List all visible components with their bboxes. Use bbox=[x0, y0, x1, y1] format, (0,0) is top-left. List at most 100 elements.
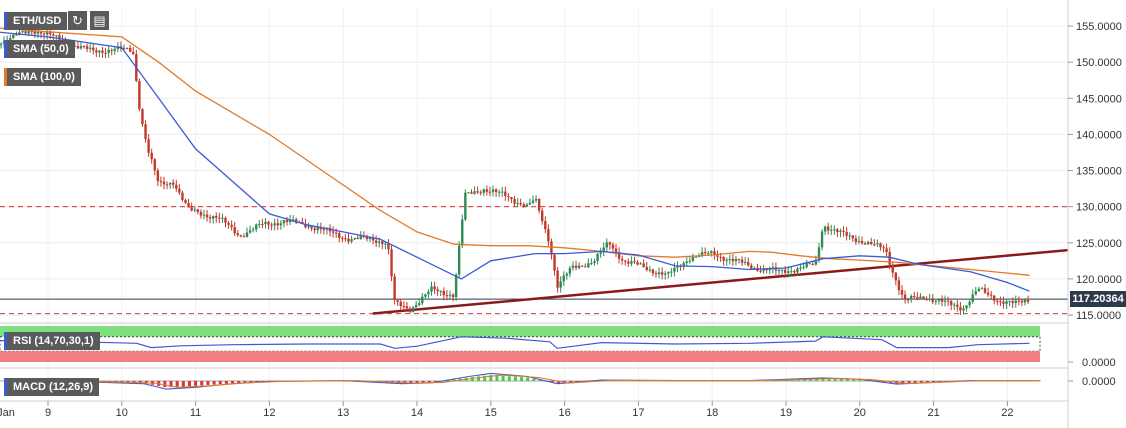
y-tick-label: 130.0000 bbox=[1076, 202, 1122, 214]
candle-body bbox=[390, 249, 393, 277]
candle-body bbox=[215, 215, 218, 218]
candle-body bbox=[857, 240, 861, 242]
candle-body bbox=[1002, 301, 1005, 304]
candle-body bbox=[138, 80, 141, 110]
candle-body bbox=[617, 252, 621, 259]
candle-body bbox=[565, 273, 569, 276]
candle-body bbox=[147, 139, 150, 153]
macd-bar bbox=[919, 381, 923, 383]
y-tick-label: 145.0000 bbox=[1076, 93, 1122, 105]
candle-body bbox=[989, 294, 993, 296]
candle-body bbox=[974, 291, 977, 295]
candle-body bbox=[485, 189, 489, 192]
candle-body bbox=[882, 247, 885, 249]
macd-bar bbox=[138, 381, 142, 384]
rsi-label: RSI (14,70,30,1) bbox=[13, 335, 94, 347]
candle-body bbox=[522, 204, 525, 207]
macd-bar bbox=[421, 381, 425, 383]
candle-body bbox=[165, 184, 169, 186]
macd-bar bbox=[882, 381, 886, 383]
candle-body bbox=[251, 229, 255, 231]
candle-body bbox=[248, 230, 252, 233]
sma50-tag[interactable]: SMA (50,0) bbox=[4, 40, 75, 58]
candle-body bbox=[451, 294, 455, 298]
candle-body bbox=[473, 191, 476, 194]
candle-body bbox=[190, 207, 193, 211]
candle-body bbox=[716, 255, 719, 257]
candle-body bbox=[433, 286, 436, 290]
candle-body bbox=[876, 243, 879, 245]
candle-body bbox=[571, 265, 575, 268]
candle-body bbox=[442, 290, 446, 296]
candle-body bbox=[608, 242, 612, 245]
candle-body bbox=[516, 203, 519, 205]
candle-body bbox=[159, 181, 163, 183]
candle-body bbox=[245, 232, 249, 237]
candle-body bbox=[630, 261, 633, 264]
candle-body bbox=[454, 274, 458, 298]
candle-body bbox=[913, 296, 916, 298]
candle-body bbox=[633, 261, 636, 263]
x-tick-label: 16 bbox=[558, 407, 570, 419]
macd-bar bbox=[858, 379, 862, 381]
candle-body bbox=[627, 261, 630, 264]
candle-body bbox=[242, 236, 246, 238]
candle-body bbox=[239, 235, 243, 237]
candle-body bbox=[956, 304, 959, 307]
x-tick-label: 12 bbox=[263, 407, 275, 419]
candle-body bbox=[993, 295, 996, 301]
candle-body bbox=[295, 219, 298, 223]
candle-body bbox=[218, 217, 221, 219]
candle-body bbox=[777, 270, 781, 272]
candle-body bbox=[713, 251, 716, 256]
candle-body bbox=[52, 34, 55, 36]
refresh-icon[interactable]: ↻ bbox=[68, 11, 87, 30]
macd-bar bbox=[409, 381, 413, 383]
candle-body bbox=[937, 299, 941, 301]
candle-body bbox=[353, 237, 356, 240]
candle-body bbox=[531, 200, 535, 203]
macd-bar bbox=[403, 381, 407, 384]
macd-bar bbox=[852, 379, 856, 381]
candle-body bbox=[700, 252, 704, 257]
candle-body bbox=[805, 263, 808, 268]
candle-body bbox=[611, 244, 615, 249]
candle-body bbox=[316, 227, 319, 231]
macd-tag[interactable]: MACD (12,26,9) bbox=[4, 378, 100, 396]
candle-body bbox=[667, 271, 670, 274]
candle-body bbox=[983, 288, 987, 293]
symbol-tag[interactable]: ETH/USD bbox=[4, 12, 68, 30]
candle-body bbox=[501, 191, 504, 193]
candle-body bbox=[946, 300, 950, 302]
candle-body bbox=[916, 297, 919, 299]
candle-body bbox=[107, 49, 110, 53]
candle-body bbox=[42, 33, 46, 35]
y-tick-label: 120.0000 bbox=[1076, 274, 1122, 286]
candle-body bbox=[839, 230, 842, 233]
candle-body bbox=[461, 219, 464, 246]
candle-body bbox=[322, 229, 326, 231]
candle-body bbox=[470, 192, 473, 194]
candle-body bbox=[55, 35, 58, 37]
candle-body bbox=[602, 247, 605, 252]
candle-body bbox=[267, 221, 270, 225]
candle-body bbox=[879, 243, 882, 248]
candle-body bbox=[574, 265, 578, 268]
candle-body bbox=[162, 181, 166, 185]
sma100-tag[interactable]: SMA (100,0) bbox=[4, 68, 81, 86]
candle-body bbox=[620, 258, 624, 261]
candle-body bbox=[153, 159, 156, 171]
candle-body bbox=[236, 233, 239, 236]
macd-bar bbox=[187, 381, 191, 387]
candle-body bbox=[221, 217, 224, 219]
candle-body bbox=[525, 204, 529, 207]
calendar-icon[interactable]: ▤ bbox=[90, 11, 109, 30]
rsi-tag[interactable]: RSI (14,70,30,1) bbox=[4, 332, 100, 350]
candle-body bbox=[168, 182, 172, 185]
candle-body bbox=[255, 224, 258, 230]
candle-body bbox=[873, 244, 876, 246]
candle-body bbox=[605, 242, 608, 248]
candle-body bbox=[980, 288, 984, 290]
candle-body bbox=[141, 109, 144, 125]
macd-bar bbox=[821, 378, 825, 381]
